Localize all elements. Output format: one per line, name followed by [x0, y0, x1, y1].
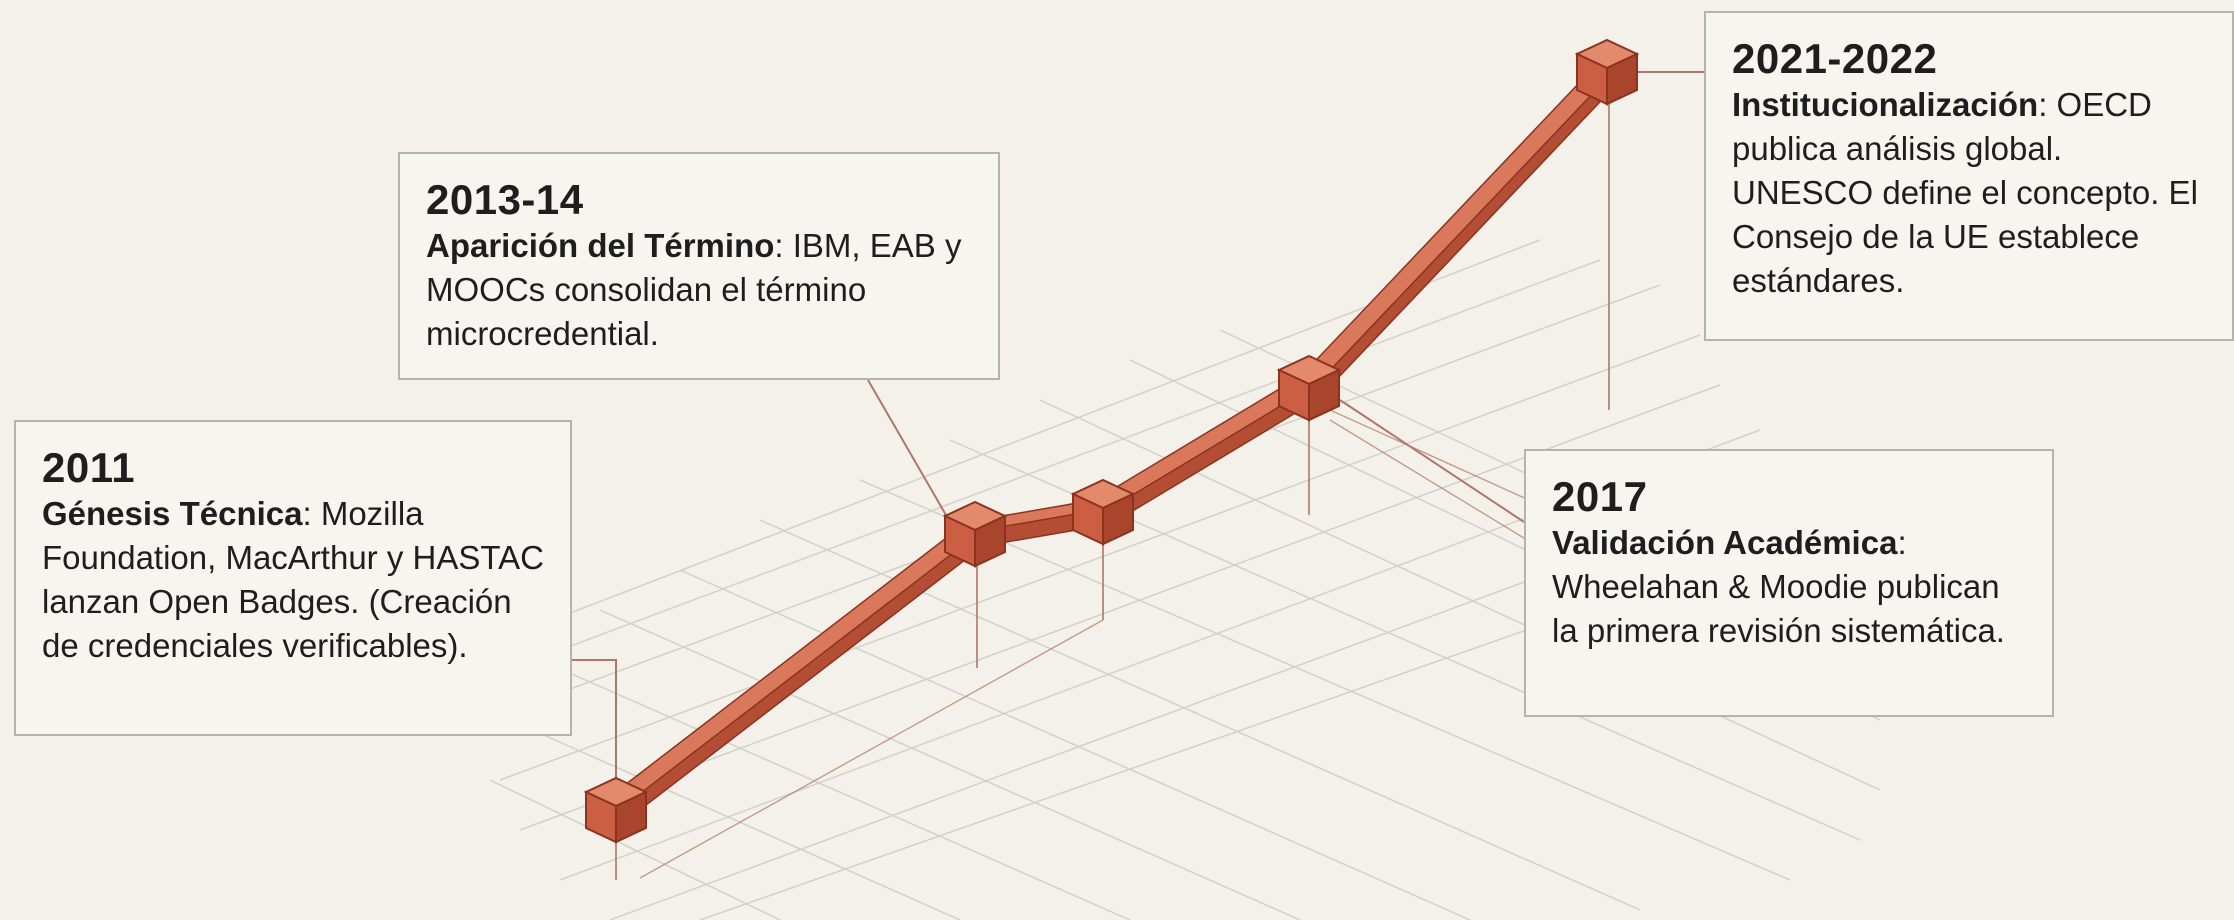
- floor-line: [639, 619, 1104, 879]
- floor-line: [1329, 409, 1541, 506]
- milestone-text: IBM, EAB y MOOCs consolidan el término m…: [426, 227, 962, 352]
- drop-lines: [615, 95, 1610, 880]
- milestone-text: Wheelahan & Moodie publican la primera r…: [1552, 568, 2005, 649]
- milestone-description: Validación Académica: Wheelahan & Moodie…: [1552, 524, 2005, 649]
- milestone-year: 2011: [42, 444, 136, 491]
- cube-right: [1606, 52, 1638, 106]
- milestone-title: Institucionalización: [1732, 86, 2039, 123]
- floor-line: [1329, 419, 1561, 561]
- grid-line: [509, 719, 961, 920]
- milestone-title: Validación Académica: [1552, 524, 1898, 561]
- marker-cube-2017: [1276, 354, 1342, 422]
- cube-right: [1102, 492, 1134, 546]
- marker-cube-2021-2022: [1574, 38, 1640, 106]
- grid-line: [599, 609, 1301, 920]
- milestone-description: Génesis Técnica: Mozilla Foundation, Mac…: [42, 495, 544, 664]
- leader-line-2017: [1339, 399, 1525, 523]
- milestone-description: Aparición del Término: IBM, EAB y MOOCs …: [426, 227, 962, 352]
- cube-right: [615, 790, 647, 844]
- grid-line: [499, 334, 1701, 781]
- grid-line: [479, 259, 1601, 681]
- milestone-card-2013-14: 2013-14 Aparición del Término: IBM, EAB …: [398, 152, 1000, 380]
- milestone-title: Aparición del Término: [426, 227, 775, 264]
- marker-cube-2011: [583, 776, 649, 844]
- grid-line: [679, 569, 1471, 920]
- milestone-card-2017: 2017 Validación Académica: Wheelahan & M…: [1524, 449, 2054, 717]
- milestone-year: 2021-2022: [1732, 35, 1938, 82]
- grid-line: [539, 659, 1131, 920]
- milestone-markers: [583, 38, 1640, 844]
- grid-line: [489, 779, 781, 920]
- milestone-text: Mozilla Foundation, MacArthur y HASTAC l…: [42, 495, 544, 664]
- milestone-title: Génesis Técnica: [42, 495, 303, 532]
- beam-side: [1308, 68, 1616, 402]
- cube-right: [974, 514, 1006, 568]
- grid-line: [859, 479, 1791, 881]
- milestone-card-2021-2022: 2021-2022 Institucionalización: OECD pub…: [1704, 11, 2234, 341]
- leader-lines: [572, 71, 1704, 790]
- cube-right: [1308, 368, 1340, 422]
- beam-top: [606, 521, 985, 807]
- marker-cube-intermediate: [1070, 478, 1136, 546]
- milestone-text: OECD publica análisis global. UNESCO def…: [1732, 86, 2198, 299]
- leader-line-2013-14: [867, 379, 951, 523]
- milestone-year: 2017: [1552, 473, 1648, 520]
- milestone-description: Institucionalización: OECD publica análi…: [1732, 86, 2198, 299]
- milestone-card-2011: 2011 Génesis Técnica: Mozilla Foundation…: [14, 420, 572, 736]
- milestone-year: 2013-14: [426, 176, 584, 223]
- grid-line: [519, 384, 1721, 831]
- marker-cube-2013-14: [942, 500, 1008, 568]
- leader-line-2011: [572, 659, 617, 790]
- beam-top: [1299, 61, 1617, 385]
